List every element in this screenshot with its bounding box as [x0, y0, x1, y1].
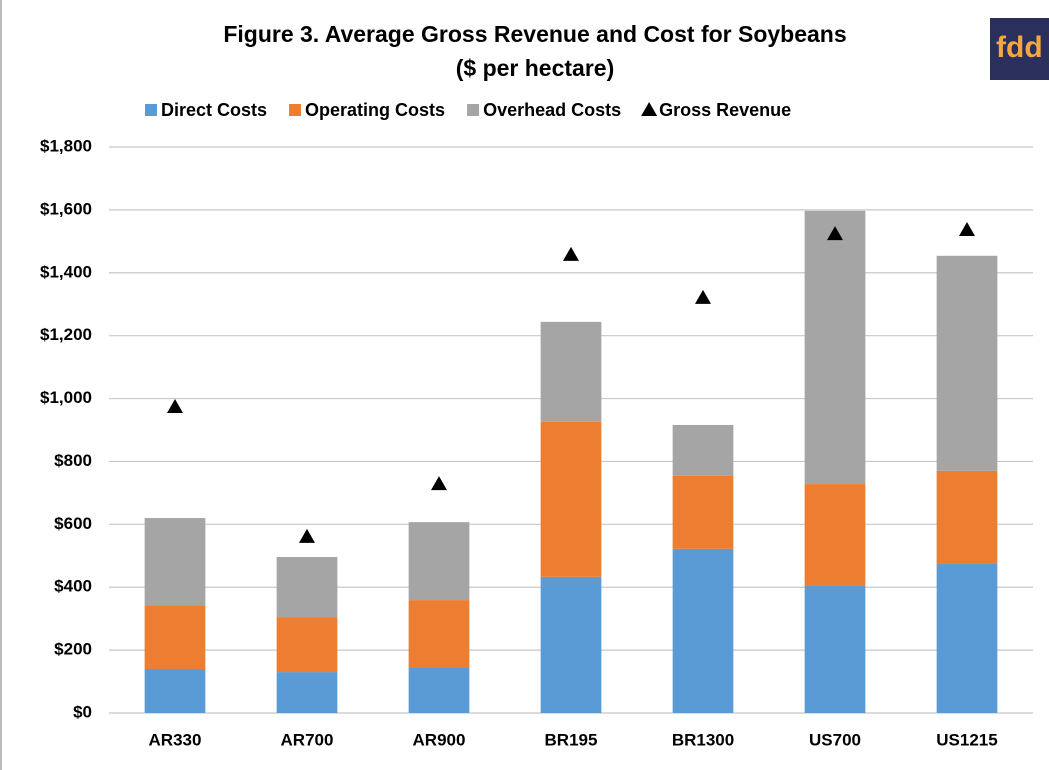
x-tick-label: US1215	[936, 730, 997, 749]
legend-label: Overhead Costs	[483, 100, 621, 120]
chart-title: Figure 3. Average Gross Revenue and Cost…	[223, 21, 846, 47]
bar-segment	[936, 255, 998, 471]
logo: fdd	[996, 31, 1043, 64]
revenue-marker	[563, 246, 579, 261]
y-tick-label: $200	[54, 640, 92, 659]
bar-segment	[540, 321, 602, 422]
bar-segment	[276, 557, 338, 618]
y-tick-label: $1,800	[40, 136, 92, 155]
revenue-marker	[695, 289, 711, 304]
bar-segment	[144, 518, 206, 606]
bar-segment	[672, 475, 734, 549]
bar-segment	[540, 421, 602, 577]
x-tick-label: BR195	[545, 730, 598, 749]
legend-swatch	[145, 104, 157, 116]
legend-label: Operating Costs	[305, 100, 445, 120]
y-tick-label: $1,000	[40, 388, 92, 407]
revenue-marker	[959, 222, 975, 237]
legend-swatch	[467, 104, 480, 116]
bar-segment	[804, 585, 866, 713]
legend-label: Gross Revenue	[659, 100, 791, 120]
bar-segment	[144, 605, 206, 669]
bar-segment	[936, 563, 998, 713]
bar-segment	[804, 210, 866, 485]
x-tick-label: AR900	[413, 730, 466, 749]
bar-segment	[672, 548, 734, 713]
chart-subtitle: ($ per hectare)	[456, 55, 615, 81]
bar-segment	[276, 617, 338, 673]
x-tick-label: AR700	[281, 730, 334, 749]
bar-segment	[804, 484, 866, 586]
bar-segment	[276, 672, 338, 713]
bar-segment	[144, 668, 206, 713]
y-tick-label: $400	[54, 577, 92, 596]
bar-segment	[672, 424, 734, 476]
y-tick-label: $800	[54, 451, 92, 470]
bar-segment	[408, 600, 470, 668]
x-tick-label: BR1300	[672, 730, 734, 749]
bar-segment	[408, 667, 470, 713]
revenue-marker	[431, 476, 447, 491]
bar-segment	[408, 522, 470, 601]
legend-marker	[641, 102, 658, 116]
y-tick-label: $600	[54, 514, 92, 533]
logo-box	[990, 18, 1049, 80]
legend-swatch	[289, 104, 302, 116]
x-tick-label: US700	[809, 730, 861, 749]
x-tick-label: AR330	[149, 730, 202, 749]
y-tick-label: $1,200	[40, 325, 92, 344]
revenue-marker	[167, 399, 183, 414]
y-tick-label: $1,400	[40, 262, 92, 281]
bar-segment	[540, 576, 602, 713]
y-tick-label: $1,600	[40, 199, 92, 218]
bar-segment	[936, 470, 998, 564]
y-tick-label: $0	[73, 702, 92, 721]
revenue-marker	[827, 226, 843, 241]
revenue-marker	[299, 528, 315, 543]
legend-label: Direct Costs	[161, 100, 267, 120]
